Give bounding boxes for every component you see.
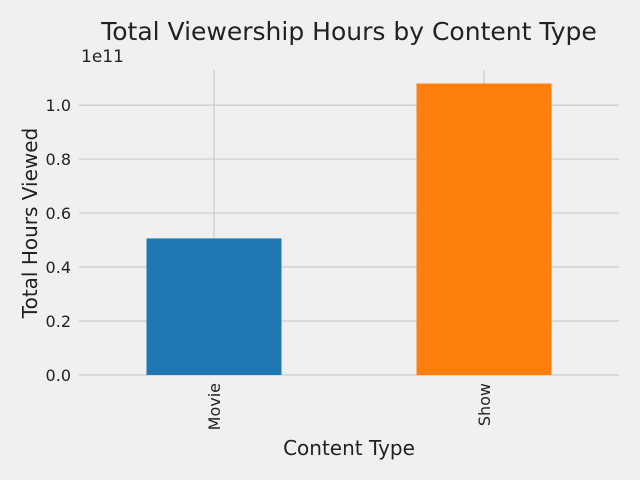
y-axis-offset-label: 1e11 xyxy=(81,47,124,67)
bar-movie xyxy=(146,238,282,375)
x-tick-labels: Movie Show xyxy=(205,383,494,430)
y-tick-label: 1.0 xyxy=(46,96,71,115)
bar-show xyxy=(416,83,552,375)
x-tick-label: Movie xyxy=(205,383,224,430)
x-axis-label: Content Type xyxy=(283,436,415,460)
bars xyxy=(146,83,552,375)
y-tick-label: 0.0 xyxy=(46,366,71,385)
y-tick-label: 0.2 xyxy=(46,312,71,331)
x-tick-label: Show xyxy=(475,383,494,426)
y-tick-label: 0.4 xyxy=(46,258,71,277)
y-axis-label: Total Hours Viewed xyxy=(18,128,42,319)
y-tick-labels: 0.0 0.2 0.4 0.6 0.8 1.0 xyxy=(46,96,71,385)
y-tick-label: 0.8 xyxy=(46,150,71,169)
chart-title: Total Viewership Hours by Content Type xyxy=(100,17,597,46)
y-tick-label: 0.6 xyxy=(46,204,71,223)
